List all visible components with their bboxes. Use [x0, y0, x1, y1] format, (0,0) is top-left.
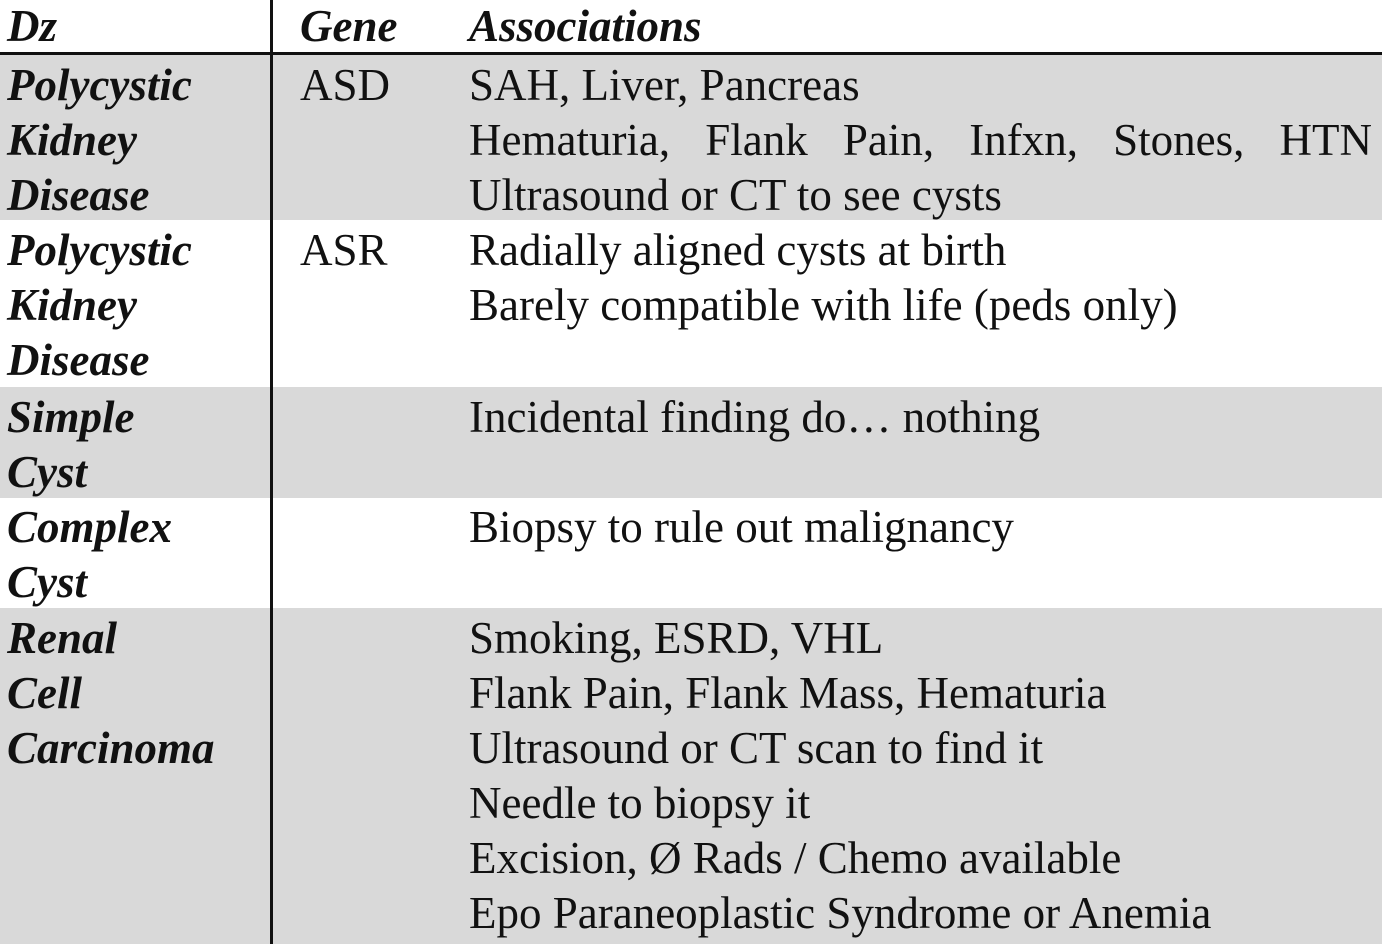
row-1-disease-line-1: Polycystic	[7, 60, 192, 110]
row-1-associations: SAH, Liver, Pancreas Hematuria, Flank Pa…	[469, 58, 1372, 223]
header-rule	[0, 52, 1382, 55]
row-2-disease-line-1: Polycystic	[7, 225, 192, 275]
header-associations: Associations	[469, 1, 702, 51]
row-4-disease: Complex Cyst	[7, 500, 172, 610]
row-band-5	[0, 608, 1382, 944]
row-3-disease: Simple Cyst	[7, 390, 135, 500]
column-divider	[270, 0, 273, 944]
row-5-disease-line-2: Cell	[7, 668, 82, 718]
row-5-association-4: Needle to biopsy it	[469, 778, 811, 828]
row-1-association-3: Ultrasound or CT to see cysts	[469, 170, 1002, 220]
row-5-association-3: Ultrasound or CT scan to find it	[469, 723, 1044, 773]
row-band-1	[0, 55, 1382, 220]
row-5-disease: Renal Cell Carcinoma	[7, 611, 215, 776]
row-5-association-6: Epo Paraneoplastic Syndrome or Anemia	[469, 888, 1212, 938]
row-1-disease-line-3: Disease	[7, 170, 150, 220]
row-5-associations: Smoking, ESRD, VHL Flank Pain, Flank Mas…	[469, 611, 1211, 941]
row-1-gene: ASD	[300, 60, 391, 110]
row-3-association-1: Incidental finding do… nothing	[469, 392, 1041, 442]
row-3-associations: Incidental finding do… nothing	[469, 390, 1040, 445]
row-2-gene: ASR	[300, 225, 388, 275]
row-4-associations: Biopsy to rule out malignancy	[469, 500, 1014, 555]
header-dz: Dz	[7, 1, 58, 51]
row-2-disease: Polycystic Kidney Disease	[7, 223, 192, 388]
row-2-disease-line-3: Disease	[7, 335, 150, 385]
row-2-association-1: Radially aligned cysts at birth	[469, 225, 1007, 275]
row-5-disease-line-1: Renal	[7, 613, 118, 663]
row-1-disease: Polycystic Kidney Disease	[7, 58, 192, 223]
row-1-association-2: Hematuria, Flank Pain, Infxn, Stones, HT…	[469, 115, 1372, 165]
row-band-2	[0, 220, 1382, 387]
row-1-disease-line-2: Kidney	[7, 115, 137, 165]
row-1-association-1: SAH, Liver, Pancreas	[469, 60, 860, 110]
row-4-association-1: Biopsy to rule out malignancy	[469, 502, 1014, 552]
row-5-association-2: Flank Pain, Flank Mass, Hematuria	[469, 668, 1107, 718]
row-2-associations: Radially aligned cysts at birth Barely c…	[469, 223, 1178, 333]
row-band-4	[0, 498, 1382, 608]
row-5-association-1: Smoking, ESRD, VHL	[469, 613, 884, 663]
row-4-disease-line-1: Complex	[7, 502, 172, 552]
header-gene: Gene	[300, 1, 398, 51]
row-3-disease-line-2: Cyst	[7, 447, 88, 497]
header-band	[0, 0, 1382, 55]
row-band-3	[0, 387, 1382, 498]
row-5-association-5: Excision, Ø Rads / Chemo available	[469, 833, 1122, 883]
row-4-disease-line-2: Cyst	[7, 557, 88, 607]
row-3-disease-line-1: Simple	[7, 392, 135, 442]
row-5-disease-line-3: Carcinoma	[7, 723, 215, 773]
row-2-association-2: Barely compatible with life (peds only)	[469, 280, 1178, 330]
row-2-disease-line-2: Kidney	[7, 280, 137, 330]
